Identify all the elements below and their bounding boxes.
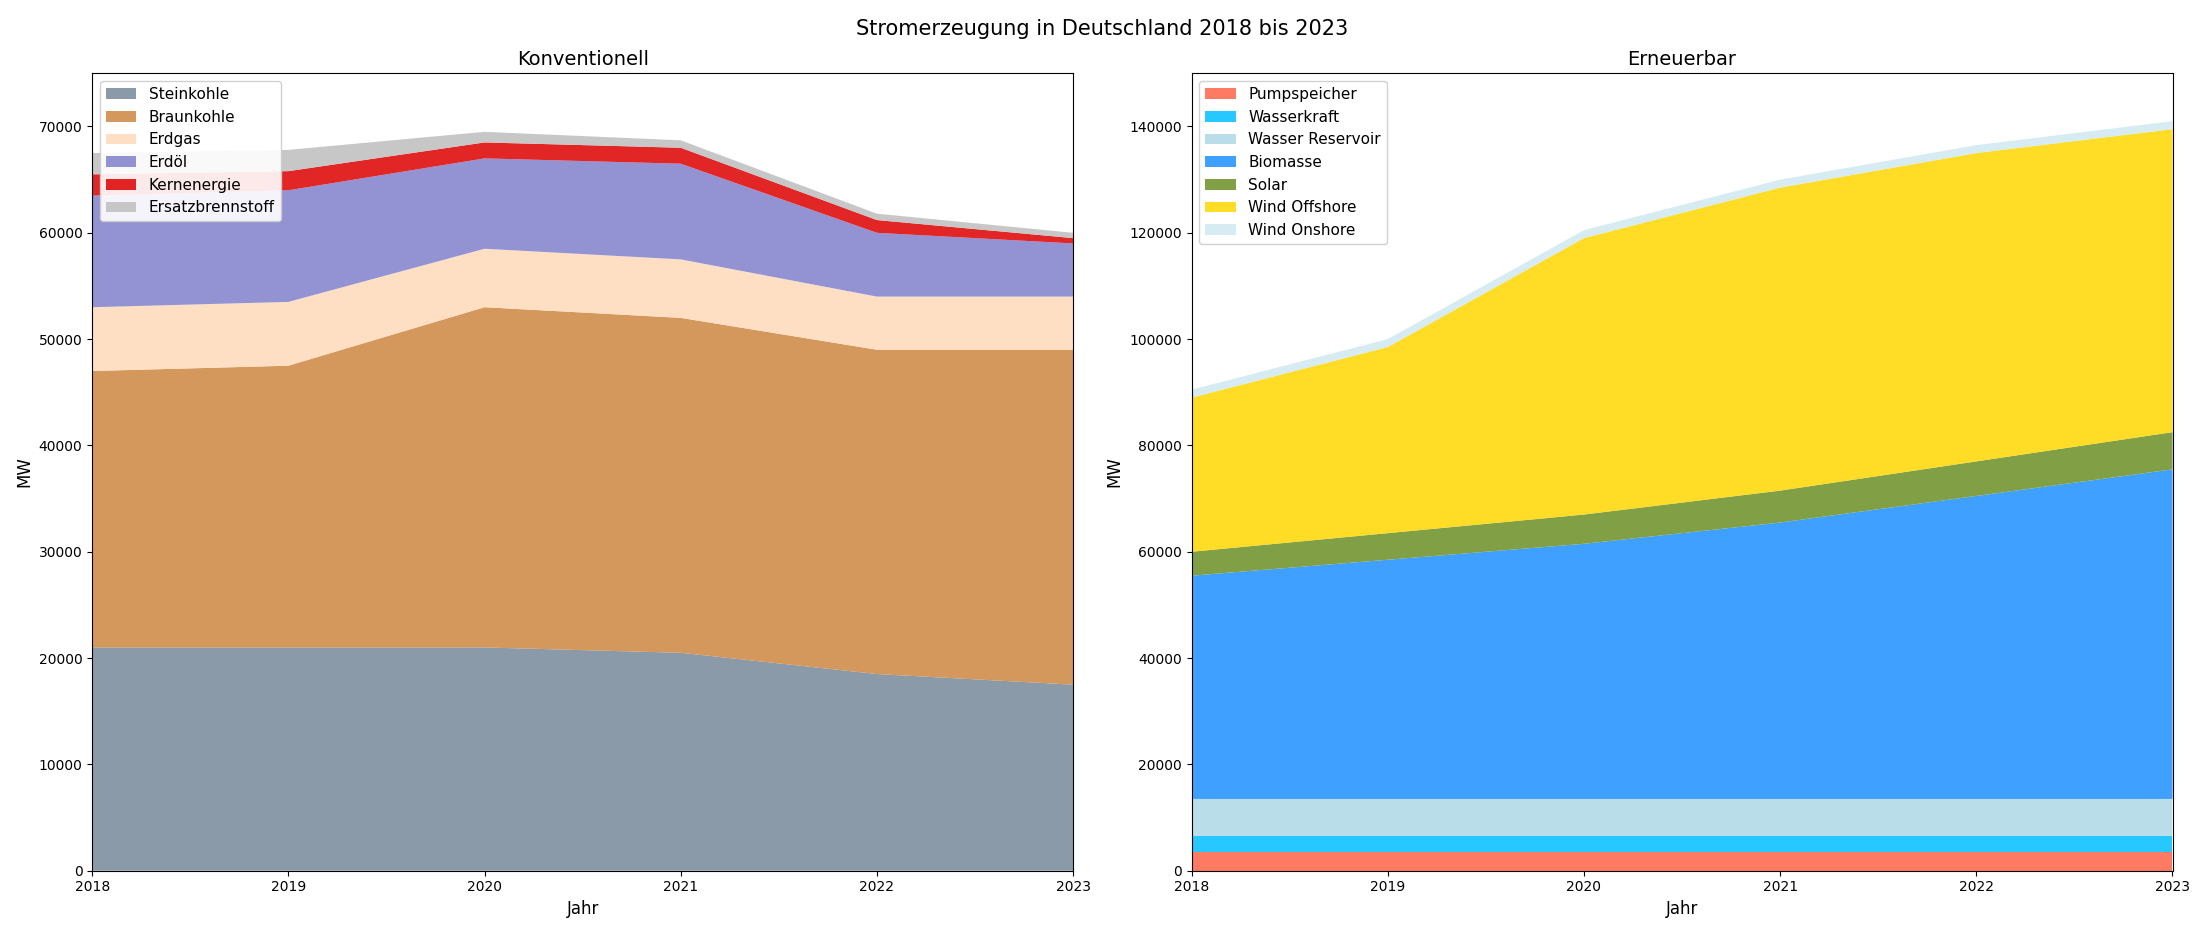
Legend: Steinkohle, Braunkohle, Erdgas, Erdöl, Kernenergie, Ersatzbrennstoff: Steinkohle, Braunkohle, Erdgas, Erdöl, K… [99, 81, 280, 221]
Legend: Pumpspeicher, Wasserkraft, Wasser Reservoir, Biomasse, Solar, Wind Offshore, Win: Pumpspeicher, Wasserkraft, Wasser Reserv… [1200, 81, 1387, 244]
X-axis label: Jahr: Jahr [1665, 900, 1698, 918]
Y-axis label: MW: MW [15, 456, 33, 487]
X-axis label: Jahr: Jahr [567, 900, 600, 918]
Text: Stromerzeugung in Deutschland 2018 bis 2023: Stromerzeugung in Deutschland 2018 bis 2… [856, 19, 1349, 38]
Title: Konventionell: Konventionell [516, 50, 648, 69]
Title: Erneuerbar: Erneuerbar [1627, 50, 1738, 69]
Y-axis label: MW: MW [1105, 456, 1125, 487]
